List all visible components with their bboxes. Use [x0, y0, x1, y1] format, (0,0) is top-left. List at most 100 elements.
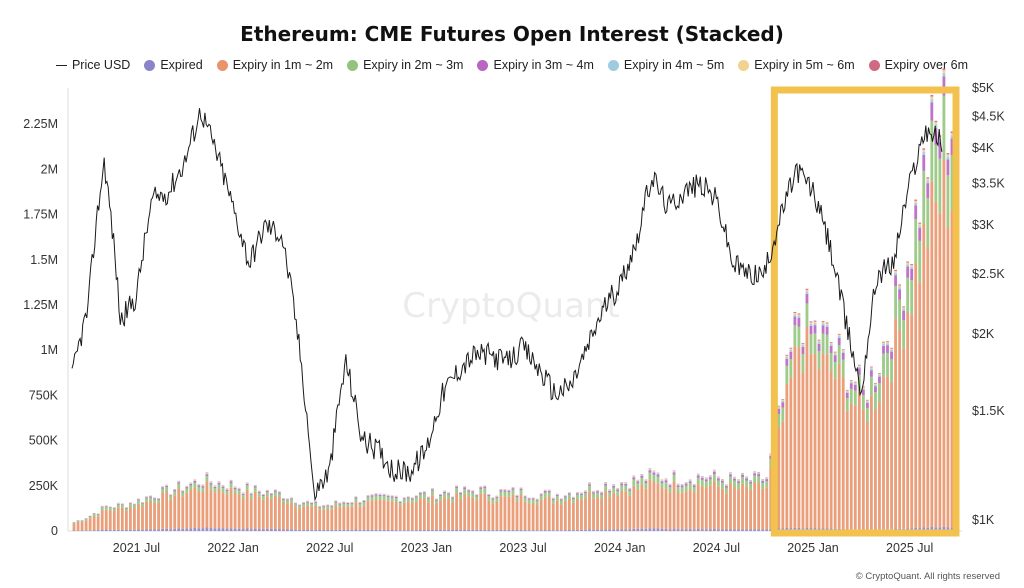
bar-segment-expiry-over-6m: [946, 153, 950, 155]
bar-segment-expiry-in-2m-3m: [88, 516, 92, 519]
bar-segment-expiry-in-2m-3m: [761, 482, 765, 489]
bar-segment-expiry-in-5m-6m: [821, 322, 825, 324]
bar-segment-expiry-in-3m-4m: [761, 480, 765, 483]
bar-segment-expiry-in-3m-4m: [209, 483, 213, 485]
bar-segment-expiry-in-3m-4m: [672, 472, 676, 475]
legend-item-3m-4m[interactable]: Expiry in 3m ~ 4m: [477, 58, 594, 72]
bar-segment-expiry-in-3m-4m: [624, 483, 628, 486]
bar-segment-expiry-in-3m-4m: [588, 484, 591, 486]
legend-dot-icon: [347, 59, 359, 71]
bar-segment-expired: [580, 529, 583, 531]
bar-segment-expired: [269, 529, 273, 531]
bar-segment-expiry-in-1m-2m: [833, 378, 837, 529]
bar-segment-expired: [451, 529, 454, 531]
bar-segment-expiry-in-1m-2m: [857, 391, 861, 530]
bar-segment-expiry-in-2m-3m: [507, 492, 511, 497]
bar-segment-expiry-in-1m-2m: [88, 518, 92, 531]
bar-segment-expiry-in-2m-3m: [261, 496, 265, 500]
bar-segment-expiry-in-1m-2m: [96, 516, 100, 531]
y-left-tick-label: 2.25M: [23, 117, 58, 131]
bar-segment-expired: [310, 529, 314, 531]
bar-segment-expiry-in-3m-4m: [463, 487, 467, 489]
bar-segment-expiry-in-2m-3m: [853, 390, 857, 406]
bar-segment-expiry-in-2m-3m: [141, 503, 144, 507]
bar-segment-expiry-in-1m-2m: [841, 377, 845, 529]
bar-segment-expired: [692, 529, 696, 531]
bar-segment-expired: [588, 529, 591, 531]
bar-segment-expiry-in-1m-2m: [692, 492, 696, 530]
legend-item-price[interactable]: Price USD: [55, 58, 130, 72]
bar-segment-expiry-in-3m-4m: [515, 495, 519, 498]
bar-segment-expiry-in-2m-3m: [668, 487, 672, 493]
bar-segment-expiry-in-2m-3m: [696, 477, 700, 485]
x-tick-label: 2024 Jan: [594, 541, 645, 555]
bar-segment-expiry-in-4m-5m: [809, 323, 813, 326]
bar-segment-expiry-in-2m-3m: [181, 492, 185, 497]
bar-segment-expiry-in-5m-6m: [841, 350, 845, 352]
bar-segment-expired: [298, 529, 301, 531]
bar-segment-expiry-in-2m-3m: [378, 496, 382, 501]
bar-segment-expiry-in-3m-4m: [318, 506, 322, 508]
bar-segment-expiry-in-1m-2m: [946, 227, 950, 528]
bar-segment-expiry-in-1m-2m: [757, 483, 761, 530]
bar-segment-expiry-in-4m-5m: [725, 485, 728, 487]
bar-segment-expiry-in-1m-2m: [463, 493, 467, 530]
bar-segment-expiry-in-1m-2m: [221, 492, 225, 529]
bar-segment-expiry-in-4m-5m: [910, 266, 914, 269]
legend-item-4m-5m[interactable]: Expiry in 4m ~ 5m: [607, 58, 724, 72]
bar-segment-expiry-in-3m-4m: [378, 494, 382, 497]
bar-segment-expiry-in-2m-3m: [282, 499, 285, 503]
bar-segment-expiry-in-1m-2m: [547, 497, 551, 531]
bar-segment-expiry-in-2m-3m: [563, 497, 567, 502]
bar-segment-expiry-in-2m-3m: [483, 488, 487, 494]
bar-segment-expiry-in-1m-2m: [197, 491, 201, 529]
bar-segment-expiry-in-5m-6m: [910, 265, 914, 267]
bar-segment-expiry-in-3m-4m: [809, 325, 813, 335]
bar-segment-expiry-in-2m-3m: [169, 496, 173, 500]
bar-segment-expiry-in-1m-2m: [745, 486, 748, 530]
bar-segment-expiry-in-5m-6m: [664, 478, 668, 480]
bar-segment-expiry-in-1m-2m: [668, 492, 672, 530]
bar-segment-expiry-in-5m-6m: [741, 473, 744, 474]
bar-segment-expiry-in-4m-5m: [898, 287, 902, 290]
bar-segment-expiry-in-4m-5m: [189, 483, 193, 484]
bar-segment-expired: [729, 529, 732, 531]
bar-segment-expiry-in-5m-6m: [930, 96, 934, 100]
bar-segment-expiry-in-2m-3m: [253, 487, 257, 492]
legend-item-1m-2m[interactable]: Expiry in 1m ~ 2m: [216, 58, 333, 72]
bar-segment-expiry-in-3m-4m: [890, 351, 893, 360]
bar-segment-expiry-in-3m-4m: [845, 392, 849, 399]
bar-segment-expiry-in-1m-2m: [865, 421, 869, 530]
bar-segment-expiry-in-1m-2m: [443, 497, 446, 530]
bar-segment-expiry-in-4m-5m: [600, 492, 603, 494]
bar-segment-expiry-in-4m-5m: [197, 484, 201, 486]
legend-item-expired[interactable]: Expired: [144, 58, 203, 72]
bar-segment-expiry-in-3m-4m: [447, 493, 450, 495]
bar-segment-expired: [942, 526, 946, 531]
bar-segment-expiry-in-1m-2m: [543, 497, 547, 531]
bar-segment-expiry-in-2m-3m: [672, 474, 676, 482]
bar-segment-expiry-in-2m-3m: [725, 487, 728, 494]
bar-segment-expiry-in-1m-2m: [809, 354, 813, 529]
legend-item-5m-6m[interactable]: Expiry in 5m ~ 6m: [738, 58, 855, 72]
bar-segment-expired: [157, 529, 160, 531]
bar-segment-expiry-in-3m-4m: [233, 487, 237, 490]
bar-segment-expiry-over-6m: [849, 380, 853, 381]
bar-segment-expiry-in-5m-6m: [870, 367, 873, 369]
bar-segment-expiry-in-5m-6m: [934, 122, 938, 125]
legend-item-2m-3m[interactable]: Expiry in 2m ~ 3m: [347, 58, 463, 72]
bar-segment-expiry-in-4m-5m: [233, 487, 237, 488]
bar-segment-expiry-in-1m-2m: [813, 353, 817, 529]
bar-segment-expiry-in-2m-3m: [149, 497, 152, 501]
bar-segment-expiry-in-4m-5m: [672, 471, 676, 473]
legend-item-over-6m[interactable]: Expiry over 6m: [868, 58, 968, 72]
bar-segment-expiry-in-2m-3m: [890, 359, 893, 382]
bar-segment-expiry-in-1m-2m: [209, 489, 213, 529]
bar-segment-expired: [604, 529, 608, 531]
bar-segment-expiry-in-2m-3m: [394, 498, 398, 502]
bar-segment-expiry-in-2m-3m: [189, 485, 193, 491]
bar-segment-expiry-in-2m-3m: [398, 502, 402, 506]
bar-segment-expiry-in-2m-3m: [298, 505, 301, 509]
bar-segment-expiry-in-2m-3m: [443, 493, 446, 498]
bar-segment-expiry-in-5m-6m: [753, 471, 757, 473]
